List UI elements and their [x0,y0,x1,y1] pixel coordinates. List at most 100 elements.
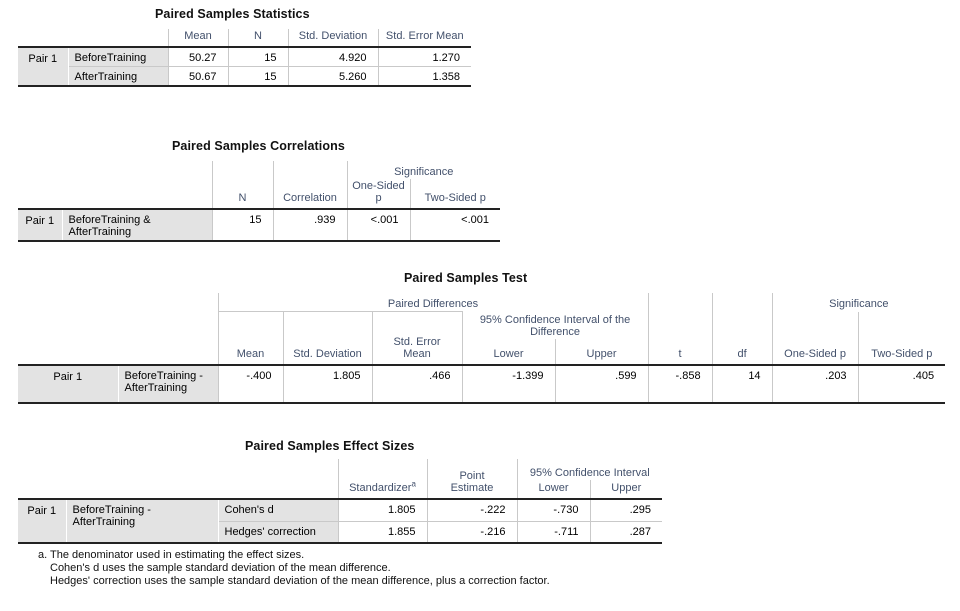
row-label-variable: BeforeTraining [67,46,168,67]
table-row: Pair 1 BeforeTraining - AfterTraining Co… [18,498,663,544]
test-title: Paired Samples Test [404,271,528,285]
group-header-confidence-interval: 95% Confidence Interval of the Differenc… [461,312,649,339]
column-header-upper: Upper [589,480,663,499]
data-cell-t: -.858 [647,364,713,404]
footnote-marker: a [411,479,416,489]
header-spacer [18,29,168,47]
data-cell-sem: 1.358 [377,66,471,87]
data-cell-std: 5.260 [287,66,378,87]
row-label-variables: BeforeTraining - AfterTraining [117,364,218,404]
row-label-line2: AfterTraining [124,382,188,394]
data-cell-lower: -.711 [516,520,590,544]
group-header-significance: Significance [346,161,501,179]
data-cell-df: 14 [711,364,773,404]
header-spacer [18,293,218,312]
row-label-line2: AfterTraining [68,226,132,238]
column-header-std-deviation: Std. Deviation [282,312,372,365]
data-cell-mean: 50.27 [167,46,228,67]
column-header-df: df [711,312,773,365]
data-cell-point-estimate: -.216 [426,520,517,544]
row-label-variables: BeforeTraining & AfterTraining [61,208,212,242]
column-header-one-sided-p: One-Sided p [346,179,410,209]
data-cell-two-sided-p: <.001 [409,208,501,242]
table-footnotes: a. The denominator used in estimating th… [38,549,550,588]
data-cell-upper: .599 [554,364,649,404]
group-header-confidence-interval: 95% Confidence Interval [516,459,663,480]
correlations-table: Significance N Correlation One-Sided p T… [18,161,501,242]
column-header-one-sided-p: One-Sided p [771,312,859,365]
group-header-significance: Significance [771,293,946,312]
header-spacer [272,161,347,179]
column-header-correlation: Correlation [272,179,347,209]
column-header-t: t [647,312,713,365]
column-header-mean: Mean [167,29,228,47]
data-cell-upper: .287 [589,520,663,544]
data-cell-upper: .295 [589,498,663,521]
table-row: Hedges' correction 1.855 -.216 -.711 .28… [18,520,663,544]
row-label-pair: Pair 1 [18,208,62,242]
effect-sizes-header-row: Lower Upper [18,480,663,499]
data-cell-mean: 50.67 [167,66,228,87]
data-cell-std: 4.920 [287,46,378,67]
table-row: AfterTraining 50.67 15 5.260 1.358 [18,66,471,87]
column-header-two-sided-p: Two-Sided p [857,312,946,365]
column-header-n: N [227,29,288,47]
data-cell-standardizer: 1.805 [337,498,427,521]
correlations-group-header-row: Significance [18,161,501,179]
column-header-n: N [211,179,273,209]
correlations-header-row: N Correlation One-Sided p Two-Sided p [18,179,501,209]
row-label-pair: Pair 1 [18,498,66,544]
column-header-mean: Mean [217,312,283,365]
header-spacer [647,293,713,312]
effect-sizes-group-header-row: Standardizera Point Estimate 95% Confide… [18,459,663,499]
row-label-statistic: Cohen's d [217,498,338,521]
test-header-row: Lower Upper [18,339,945,365]
footnote-line: a. The denominator used in estimating th… [38,549,305,561]
row-label-statistic: Hedges' correction [217,520,338,544]
effect-sizes-table: Standardizera Point Estimate 95% Confide… [18,459,663,544]
data-cell-lower: -1.399 [461,364,555,404]
correlations-title: Paired Samples Correlations [172,139,345,153]
test-group-header-row: Paired Differences Significance [18,293,946,312]
statistics-title: Paired Samples Statistics [155,7,310,21]
test-table: Paired Differences Significance Mean Std… [18,293,946,404]
test-subgroup-header-row: Mean Std. Deviation Std. Error Mean 95% … [18,312,946,365]
header-spacer [18,312,218,365]
data-cell-std: 1.805 [282,364,372,404]
data-cell-correlation: .939 [272,208,347,242]
group-header-paired-differences: Paired Differences [217,293,649,312]
row-label-line2: AfterTraining [72,516,136,528]
table-row: Pair 1 BeforeTraining & AfterTraining 15… [18,208,501,242]
data-cell-n: 15 [211,208,273,242]
data-cell-point-estimate: -.222 [426,498,517,521]
data-cell-sem: 1.270 [377,46,471,67]
column-header-standardizer: Standardizera [337,459,427,499]
data-cell-mean: -.400 [217,364,283,404]
data-cell-one-sided-p: .203 [771,364,859,404]
column-header-point-estimate: Point Estimate [426,459,517,499]
row-label-variables: BeforeTraining - AfterTraining [65,498,218,544]
data-cell-n: 15 [227,66,288,87]
column-header-std-error-mean: Std. Error Mean [371,312,462,365]
data-cell-n: 15 [227,46,288,67]
data-cell-two-sided-p: .405 [857,364,946,404]
header-spacer [711,293,773,312]
row-label-line1: BeforeTraining - [72,504,151,516]
footnote-line: Cohen's d uses the sample standard devia… [50,562,391,574]
row-label-line1: BeforeTraining & [68,214,151,226]
data-cell-standardizer: 1.855 [337,520,427,544]
column-header-upper: Upper [554,339,649,365]
header-spacer [18,459,338,499]
statistics-header-row: Mean N Std. Deviation Std. Error Mean [18,29,471,47]
header-spacer [211,161,273,179]
data-cell-lower: -.730 [516,498,590,521]
table-row: Pair 1 BeforeTraining - AfterTraining -.… [18,364,946,404]
table-row: Pair 1 BeforeTraining 50.27 15 4.920 1.2… [18,46,471,87]
header-spacer [18,161,212,179]
column-header-two-sided-p: Two-Sided p [409,179,501,209]
data-cell-one-sided-p: <.001 [346,208,410,242]
column-header-std-deviation: Std. Deviation [287,29,378,47]
row-label-pair: Pair 1 [18,46,68,87]
column-header-std-error-mean: Std. Error Mean [377,29,471,47]
